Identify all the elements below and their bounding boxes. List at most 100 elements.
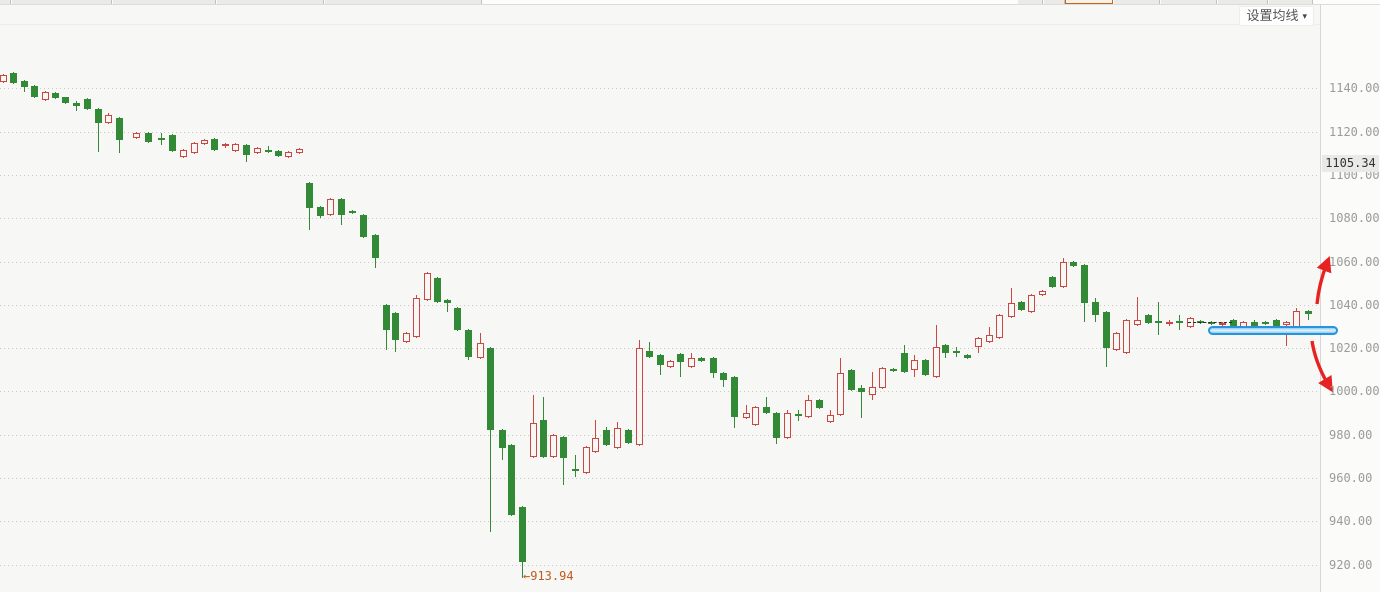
candlestick bbox=[1039, 291, 1046, 296]
gridline bbox=[0, 521, 1320, 523]
candlestick bbox=[191, 143, 198, 154]
chevron-down-icon: ▾ bbox=[1302, 11, 1307, 21]
price-axis-label: 960.00 bbox=[1329, 470, 1373, 485]
candle-wick bbox=[1308, 310, 1309, 320]
candlestick bbox=[592, 438, 599, 453]
candlestick bbox=[667, 361, 674, 368]
candlestick bbox=[169, 135, 176, 152]
candlestick bbox=[1155, 321, 1162, 324]
candle-wick bbox=[746, 405, 747, 420]
candlestick bbox=[21, 80, 28, 87]
candlestick bbox=[530, 423, 537, 458]
candlestick bbox=[1028, 295, 1035, 313]
price-axis-label: 1140.00 bbox=[1329, 81, 1380, 96]
candlestick bbox=[508, 445, 515, 516]
candlestick bbox=[603, 430, 610, 446]
candlestick bbox=[710, 358, 717, 374]
candlestick bbox=[625, 430, 632, 444]
candlestick bbox=[784, 413, 791, 439]
candle-wick bbox=[649, 342, 650, 359]
gridline bbox=[0, 218, 1320, 220]
candlestick bbox=[232, 144, 239, 152]
candlestick bbox=[975, 338, 982, 348]
top-tab-strip bbox=[0, 0, 1380, 5]
candlestick bbox=[383, 305, 390, 331]
gridline bbox=[0, 477, 1320, 479]
top-tab[interactable] bbox=[1269, 0, 1313, 4]
candle-wick bbox=[563, 436, 564, 486]
candlestick bbox=[265, 149, 272, 152]
top-tab[interactable] bbox=[1018, 0, 1043, 4]
candlestick bbox=[890, 369, 897, 372]
price-axis-label: 1000.00 bbox=[1329, 384, 1380, 399]
current-price-badge: 1105.34 bbox=[1322, 154, 1379, 172]
gridline bbox=[0, 434, 1320, 436]
gridline bbox=[0, 174, 1320, 176]
candlestick bbox=[657, 355, 664, 366]
candlestick bbox=[222, 144, 229, 147]
candlestick bbox=[254, 148, 261, 154]
candlestick bbox=[275, 150, 282, 157]
candle-wick bbox=[1158, 302, 1159, 336]
candlestick bbox=[1018, 302, 1025, 311]
top-tab[interactable] bbox=[113, 0, 216, 4]
candlestick bbox=[1145, 315, 1152, 324]
price-axis-label: 920.00 bbox=[1329, 557, 1373, 572]
candlestick bbox=[477, 343, 484, 359]
candlestick bbox=[922, 360, 929, 376]
candlestick bbox=[583, 447, 590, 474]
candlestick bbox=[560, 437, 567, 459]
candlestick bbox=[646, 351, 653, 358]
candlestick bbox=[1103, 312, 1110, 349]
price-axis-label: 1120.00 bbox=[1329, 124, 1380, 139]
candlestick bbox=[986, 335, 993, 343]
candlestick bbox=[731, 377, 738, 418]
candlestick bbox=[424, 273, 431, 301]
top-tab[interactable] bbox=[1114, 0, 1160, 4]
candlestick bbox=[805, 400, 812, 418]
candle-wick bbox=[1137, 297, 1138, 327]
candlestick bbox=[763, 406, 770, 414]
top-tab-active[interactable] bbox=[1065, 0, 1113, 4]
candlestick bbox=[243, 145, 250, 156]
candlestick bbox=[540, 420, 547, 458]
top-tab[interactable] bbox=[325, 0, 482, 4]
gridline bbox=[0, 88, 1320, 90]
top-tab[interactable] bbox=[12, 0, 112, 4]
candlestick bbox=[848, 370, 855, 391]
candle-wick bbox=[490, 347, 491, 532]
gridline bbox=[0, 304, 1320, 306]
top-tab[interactable] bbox=[217, 0, 324, 4]
candle-wick bbox=[861, 385, 862, 419]
candlestick bbox=[133, 133, 140, 139]
gridline bbox=[0, 261, 1320, 263]
ma-settings-dropdown[interactable]: 设置均线 ▾ bbox=[1239, 6, 1314, 26]
candlestick bbox=[1049, 277, 1056, 288]
highlight-capsule bbox=[1208, 326, 1338, 335]
candlestick bbox=[1134, 320, 1141, 326]
top-tab[interactable] bbox=[1044, 0, 1065, 4]
candle-wick bbox=[575, 455, 576, 478]
top-tab[interactable] bbox=[1218, 0, 1268, 4]
candlestick bbox=[73, 102, 80, 107]
candlestick bbox=[1081, 265, 1088, 304]
candle-wick bbox=[766, 397, 767, 415]
candlestick bbox=[413, 298, 420, 338]
candlestick bbox=[180, 150, 187, 158]
candlestick bbox=[158, 137, 165, 140]
candlestick bbox=[84, 99, 91, 110]
top-tab[interactable] bbox=[1161, 0, 1217, 4]
top-tab[interactable] bbox=[0, 0, 11, 4]
candlestick bbox=[296, 149, 303, 154]
candlestick bbox=[403, 333, 410, 343]
candlestick bbox=[105, 114, 112, 124]
price-axis-label: 1020.00 bbox=[1329, 341, 1380, 355]
gridline bbox=[0, 391, 1320, 393]
candlestick bbox=[964, 355, 971, 359]
candlestick bbox=[0, 75, 7, 83]
gridline bbox=[0, 348, 1320, 349]
candlestick bbox=[285, 152, 292, 158]
candlestick bbox=[360, 215, 367, 238]
